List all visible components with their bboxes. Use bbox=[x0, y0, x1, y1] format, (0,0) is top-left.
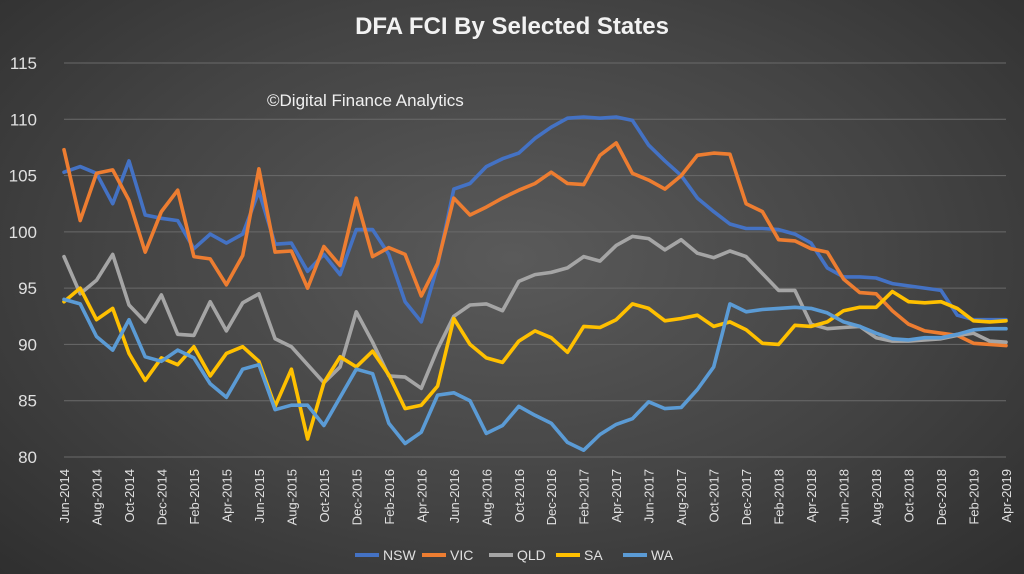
y-axis-ticks: 80 85 90 95 100 105 110 115 bbox=[9, 54, 37, 467]
x-tick-label: Jun-2017 bbox=[642, 469, 657, 523]
y-tick-label: 100 bbox=[9, 223, 37, 242]
series-line-wa bbox=[62, 297, 1008, 452]
y-tick-label: 85 bbox=[18, 392, 37, 411]
x-tick-label: Oct-2018 bbox=[902, 469, 917, 522]
legend-label: SA bbox=[584, 547, 603, 563]
legend-item-sa: SA bbox=[556, 547, 603, 563]
series-line-nsw bbox=[62, 115, 1008, 324]
copyright-annotation: ©Digital Finance Analytics bbox=[267, 91, 464, 110]
x-tick-label: Dec-2014 bbox=[154, 469, 169, 525]
y-tick-label: 95 bbox=[18, 279, 37, 298]
legend: NSW VIC QLD SA WA bbox=[355, 547, 674, 563]
x-tick-label: Jun-2016 bbox=[447, 469, 462, 523]
x-tick-label: Aug-2016 bbox=[479, 469, 494, 525]
x-tick-label: Dec-2018 bbox=[934, 469, 949, 525]
x-tick-label: Jun-2014 bbox=[57, 469, 72, 523]
y-tick-label: 105 bbox=[9, 167, 37, 186]
y-tick-label: 110 bbox=[10, 110, 37, 129]
x-tick-label: Oct-2014 bbox=[122, 469, 137, 522]
x-tick-label: Apr-2017 bbox=[609, 469, 624, 522]
y-tick-label: 115 bbox=[10, 54, 37, 73]
gridlines bbox=[64, 62, 1006, 458]
y-tick-label: 90 bbox=[18, 335, 37, 354]
x-tick-label: Oct-2015 bbox=[317, 469, 332, 522]
legend-item-qld: QLD bbox=[489, 547, 546, 563]
series-line-vic bbox=[62, 141, 1008, 348]
legend-item-wa: WA bbox=[623, 547, 674, 563]
legend-label: QLD bbox=[517, 547, 546, 563]
x-axis-ticks: Jun-2014 Aug-2014 Oct-2014 Dec-2014 Feb-2015… bbox=[57, 469, 1014, 525]
x-tick-label: Feb-2019 bbox=[967, 469, 982, 525]
legend-label: WA bbox=[651, 547, 674, 563]
x-tick-label: Apr-2015 bbox=[219, 469, 234, 522]
x-tick-label: Apr-2019 bbox=[999, 469, 1014, 522]
x-tick-label: Dec-2016 bbox=[544, 469, 559, 525]
x-tick-label: Dec-2015 bbox=[349, 469, 364, 525]
chart-title: DFA FCI By Selected States bbox=[355, 13, 669, 40]
y-tick-label: 80 bbox=[18, 448, 37, 467]
x-tick-label: Oct-2017 bbox=[707, 469, 722, 522]
x-tick-label: Feb-2018 bbox=[772, 469, 787, 525]
legend-label: VIC bbox=[450, 547, 473, 563]
x-tick-label: Oct-2016 bbox=[512, 469, 527, 522]
x-tick-label: Aug-2014 bbox=[89, 469, 104, 525]
series-line-sa bbox=[62, 286, 1008, 441]
x-tick-label: Apr-2016 bbox=[414, 469, 429, 522]
series-lines bbox=[62, 115, 1008, 452]
legend-label: NSW bbox=[383, 547, 416, 563]
x-tick-label: Aug-2017 bbox=[674, 469, 689, 525]
x-tick-label: Feb-2015 bbox=[187, 469, 202, 525]
x-tick-label: Jun-2018 bbox=[837, 469, 852, 523]
x-tick-label: Feb-2017 bbox=[577, 469, 592, 525]
x-tick-label: Apr-2018 bbox=[804, 469, 819, 522]
legend-item-nsw: NSW bbox=[355, 547, 416, 563]
x-tick-label: Aug-2018 bbox=[869, 469, 884, 525]
x-tick-label: Dec-2017 bbox=[739, 469, 754, 525]
legend-item-vic: VIC bbox=[422, 547, 473, 563]
x-tick-label: Jun-2015 bbox=[252, 469, 267, 523]
x-tick-label: Aug-2015 bbox=[284, 469, 299, 525]
x-tick-label: Feb-2016 bbox=[382, 469, 397, 525]
series-line-qld bbox=[62, 234, 1008, 391]
